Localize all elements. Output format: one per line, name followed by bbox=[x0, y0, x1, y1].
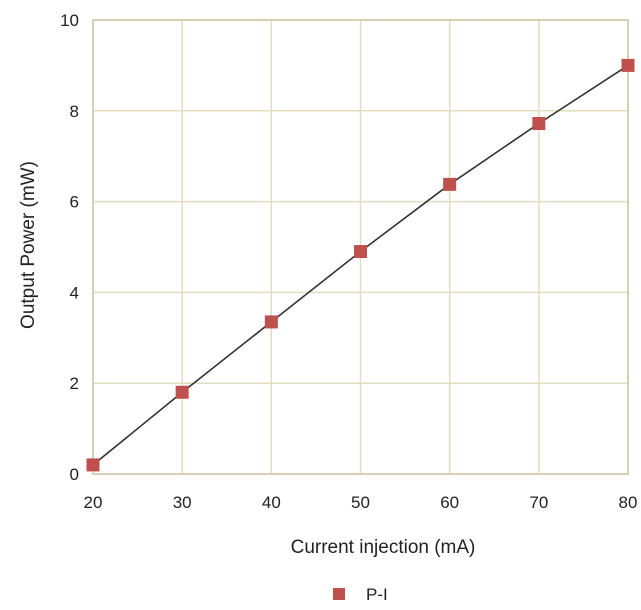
x-tick-label-0: 20 bbox=[84, 493, 103, 512]
x-tick-label-6: 80 bbox=[619, 493, 638, 512]
data-point-0-1 bbox=[175, 385, 189, 399]
x-tick-label-3: 50 bbox=[351, 493, 370, 512]
series-layer bbox=[86, 58, 635, 472]
plot-frame bbox=[92, 19, 629, 475]
legend-marker-p-i bbox=[333, 588, 345, 600]
x-tick-label-4: 60 bbox=[440, 493, 459, 512]
y-axis-title: Output Power (mW) bbox=[18, 161, 39, 329]
x-tick-label-5: 70 bbox=[529, 493, 548, 512]
y-axis-ticks: 0 2 4 6 8 10 bbox=[60, 11, 79, 484]
x-axis-ticks: 20 30 40 50 60 70 80 bbox=[84, 493, 638, 512]
data-point-0-5 bbox=[532, 117, 546, 131]
y-tick-label-1: 2 bbox=[70, 374, 79, 393]
x-tick-label-2: 40 bbox=[262, 493, 281, 512]
legend: P-I bbox=[333, 585, 388, 604]
data-point-0-2 bbox=[264, 315, 278, 329]
x-axis-title: Current injection (mA) bbox=[291, 537, 476, 558]
plot-area-border bbox=[92, 19, 629, 475]
data-point-0-3 bbox=[354, 245, 367, 259]
y-tick-label-0: 0 bbox=[70, 465, 79, 484]
data-point-0-6 bbox=[621, 58, 635, 72]
y-tick-label-5: 10 bbox=[60, 11, 79, 30]
legend-label-p-i: P-I bbox=[366, 585, 388, 604]
y-tick-label-4: 8 bbox=[70, 102, 79, 121]
y-tick-label-3: 6 bbox=[70, 193, 79, 212]
y-tick-label-2: 4 bbox=[70, 283, 79, 302]
x-tick-label-1: 30 bbox=[173, 493, 192, 512]
data-point-0-0 bbox=[86, 458, 100, 472]
data-point-0-4 bbox=[443, 177, 457, 191]
